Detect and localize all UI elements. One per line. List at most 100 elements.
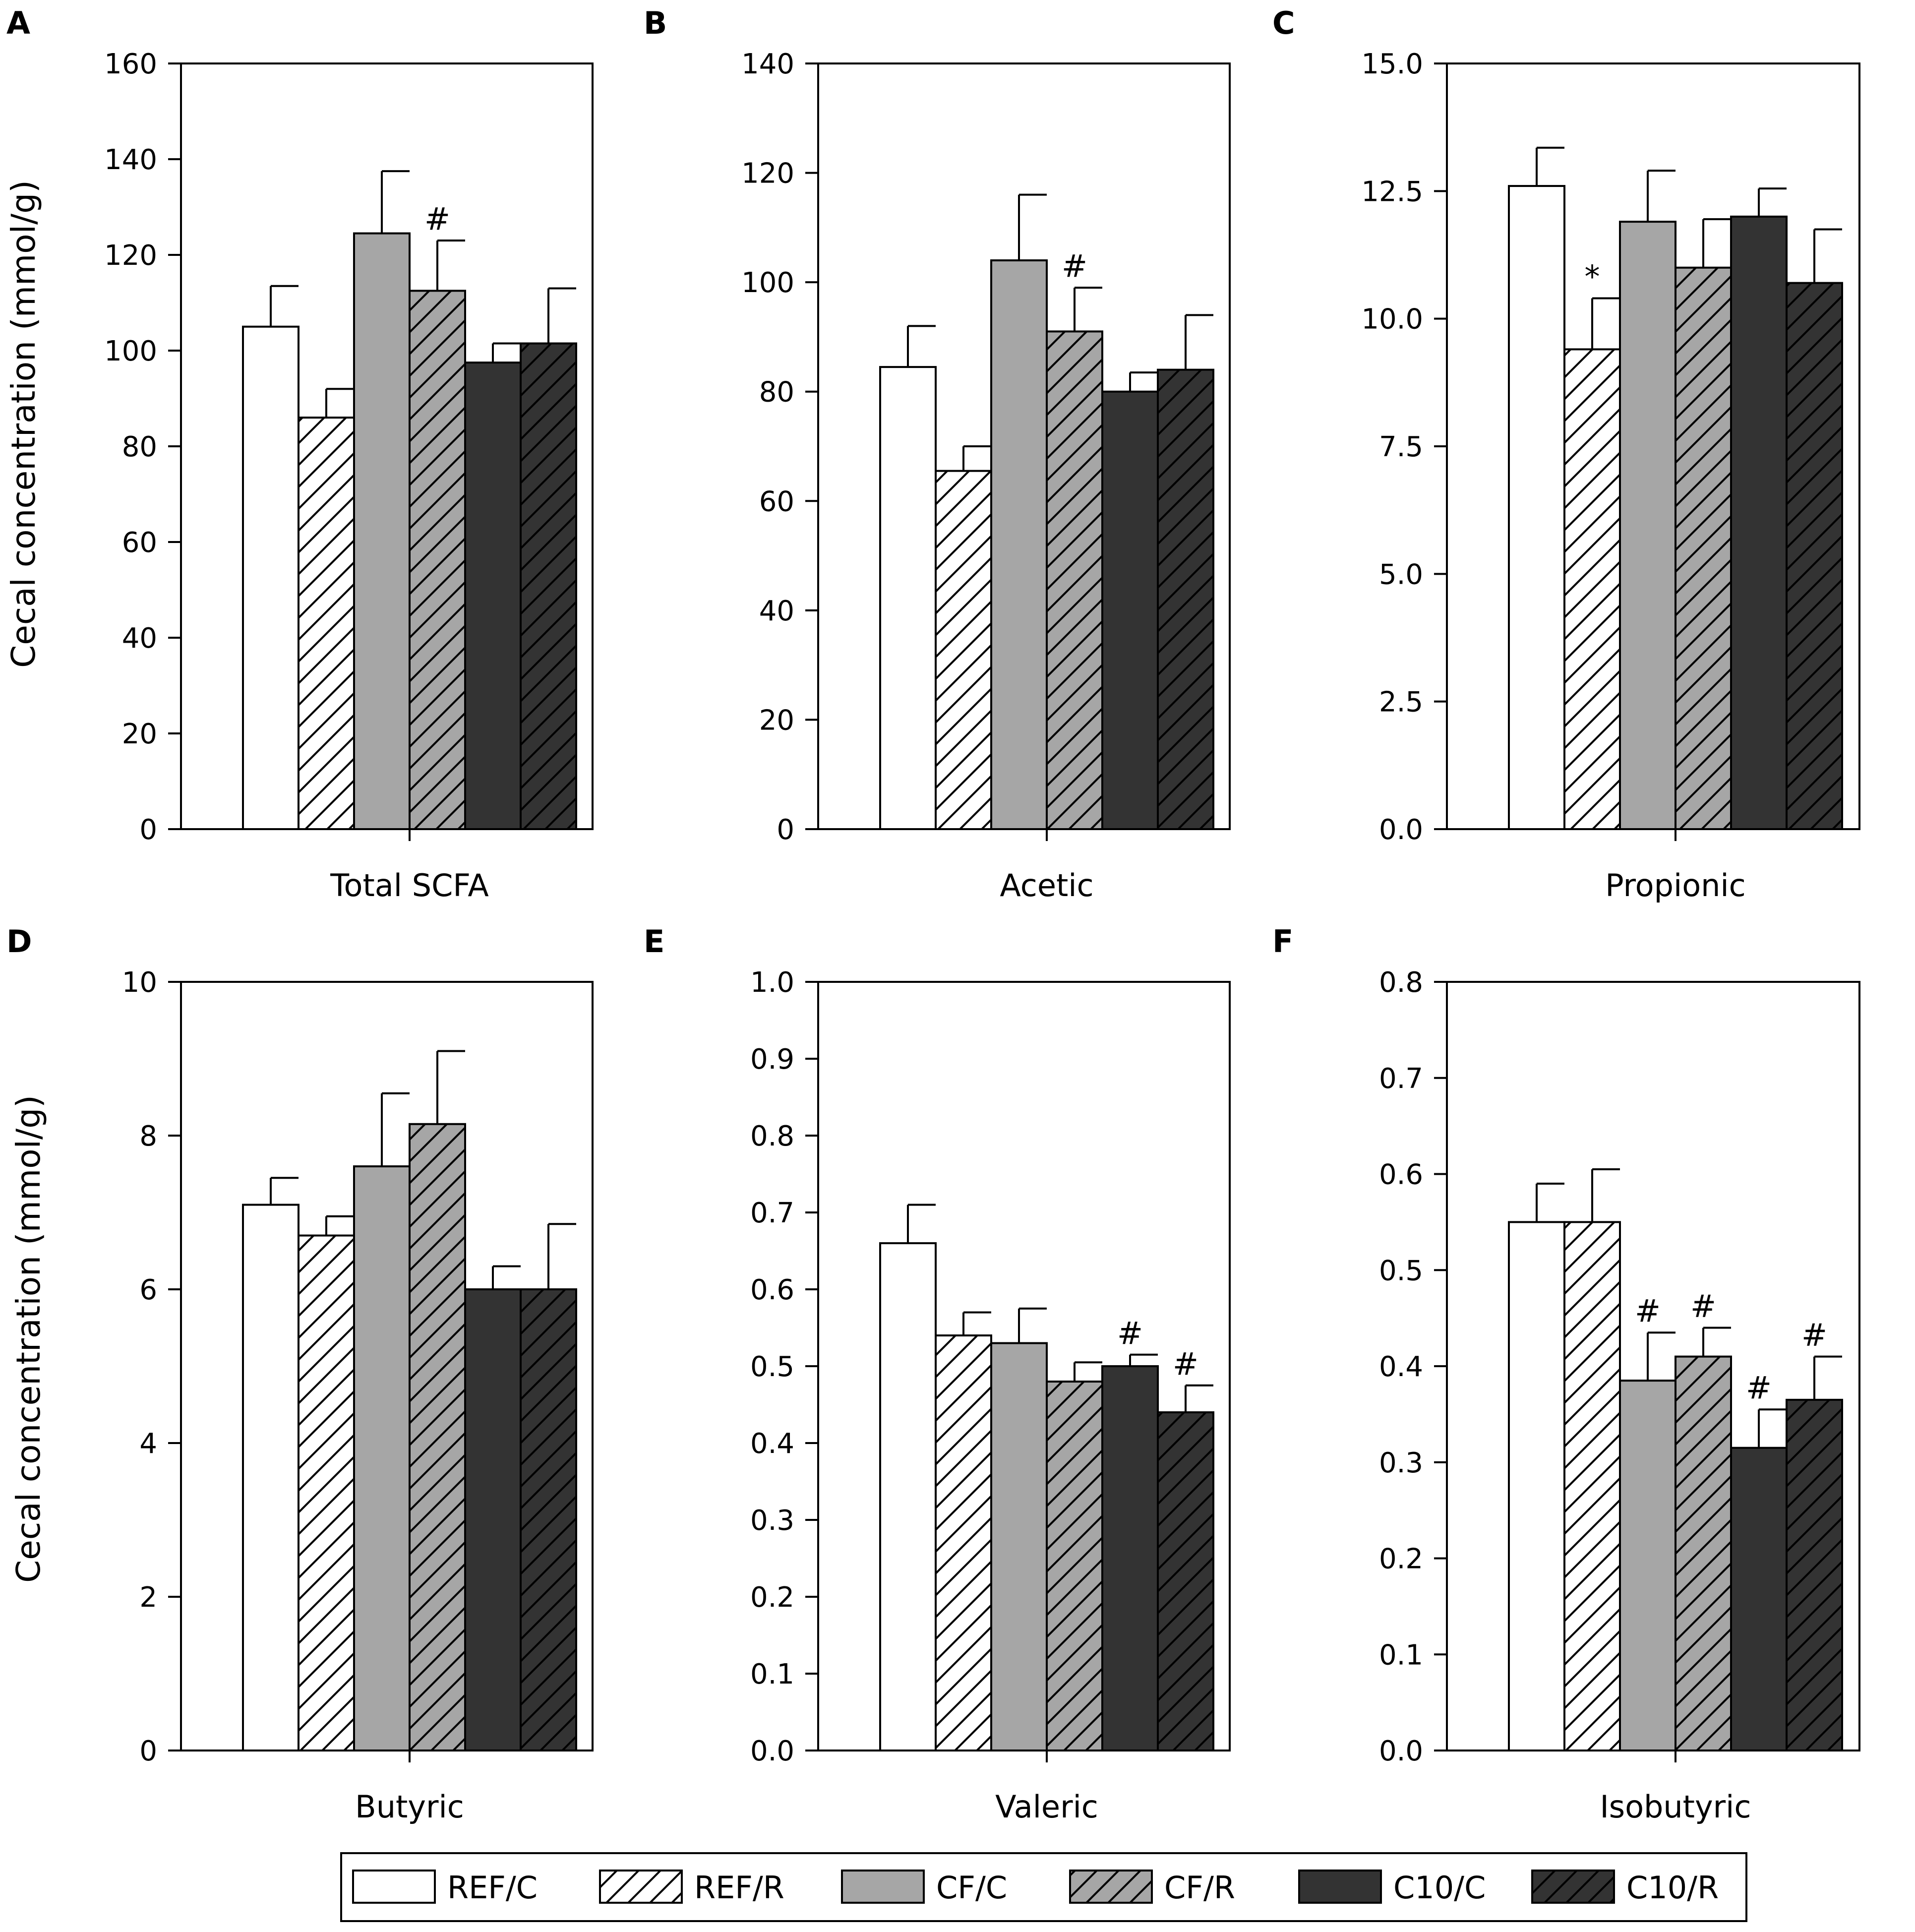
y-tick-label-B-7: 140 bbox=[741, 48, 794, 80]
bar-C-0 bbox=[1508, 185, 1565, 830]
y-tick-label-E-7: 0.7 bbox=[750, 1197, 794, 1229]
y-tick-label-A-5: 100 bbox=[104, 335, 157, 367]
panel-C: * 0.0 2.5 5.0 7.5 10.0 12.5 15.0 Propionic C bbox=[1272, 5, 1860, 904]
bar-D-4 bbox=[464, 1288, 522, 1751]
y-tick-label-A-8: 160 bbox=[104, 48, 157, 80]
bar-B-2 bbox=[990, 259, 1048, 830]
bar-A-2 bbox=[353, 232, 411, 831]
y-tick-label-D-0: 0 bbox=[139, 1735, 157, 1767]
panel-letter-C: C bbox=[1272, 5, 1295, 41]
category-label-F: Isobutyric bbox=[1600, 1789, 1751, 1825]
y-tick-label-F-1: 0.1 bbox=[1379, 1639, 1423, 1671]
panel-B: #0 20 40 60 80 100 120 140 Acetic B bbox=[644, 5, 1231, 904]
y-tick-label-A-2: 40 bbox=[122, 622, 157, 655]
panel-letter-B: B bbox=[644, 5, 667, 41]
y-tick-label-F-2: 0.2 bbox=[1379, 1543, 1423, 1575]
bar-E-3 bbox=[1046, 1381, 1103, 1751]
significance-mark-F-5: # bbox=[1801, 1317, 1827, 1353]
bar-C-2 bbox=[1619, 221, 1676, 830]
bar-A-3 bbox=[409, 290, 466, 830]
y-tick-label-C-5: 12.5 bbox=[1361, 176, 1423, 208]
bar-A-4 bbox=[464, 362, 522, 830]
y-tick-label-A-6: 120 bbox=[104, 240, 157, 272]
category-label-E: Valeric bbox=[995, 1789, 1098, 1825]
bar-D-1 bbox=[298, 1234, 355, 1751]
bar-B-4 bbox=[1101, 390, 1159, 830]
panel-A: #0 20 40 60 80 100 120 140 160 Total SCFA A bbox=[6, 5, 594, 904]
y-tick-label-F-4: 0.4 bbox=[1379, 1351, 1423, 1383]
bar-C-3 bbox=[1675, 266, 1732, 831]
y-tick-label-F-8: 0.8 bbox=[1379, 966, 1423, 999]
y-tick-label-F-6: 0.6 bbox=[1379, 1159, 1423, 1191]
y-tick-label-E-3: 0.3 bbox=[750, 1505, 794, 1537]
legend-swatch-4 bbox=[1298, 1870, 1382, 1904]
y-tick-label-E-5: 0.5 bbox=[750, 1351, 794, 1383]
bar-D-0 bbox=[242, 1204, 299, 1751]
y-tick-label-B-4: 80 bbox=[759, 376, 794, 409]
y-tick-label-B-6: 120 bbox=[741, 158, 794, 190]
y-tick-label-A-1: 20 bbox=[122, 718, 157, 750]
significance-mark-C-1: * bbox=[1585, 258, 1600, 295]
y-axis-label-top: Cecal concentration (mmol/g) bbox=[4, 180, 43, 668]
bar-F-5 bbox=[1786, 1398, 1843, 1751]
panel-F: # # # #0.0 0.1 0.2 0.3 0.4 0.5 0.6 0.7 0.8 Isobutyri… bbox=[1272, 923, 1860, 1825]
bar-D-3 bbox=[409, 1123, 466, 1751]
significance-mark-A-3: # bbox=[424, 201, 450, 237]
y-tick-label-A-3: 60 bbox=[122, 527, 157, 559]
bar-B-3 bbox=[1046, 330, 1103, 830]
y-tick-label-E-1: 0.1 bbox=[750, 1658, 794, 1690]
bar-C-5 bbox=[1786, 282, 1843, 831]
significance-mark-F-2: # bbox=[1635, 1293, 1661, 1329]
y-tick-label-E-10: 1.0 bbox=[750, 966, 794, 999]
bar-F-3 bbox=[1675, 1355, 1732, 1751]
y-tick-label-A-0: 0 bbox=[139, 814, 157, 846]
y-tick-label-A-7: 140 bbox=[104, 144, 157, 176]
y-tick-label-C-2: 5.0 bbox=[1379, 558, 1423, 591]
y-tick-label-F-5: 0.5 bbox=[1379, 1255, 1423, 1287]
category-label-C: Propionic bbox=[1605, 867, 1745, 904]
significance-mark-F-4: # bbox=[1746, 1370, 1772, 1406]
legend-label-2: CF/C bbox=[936, 1870, 1007, 1906]
legend-swatch-5 bbox=[1531, 1870, 1615, 1904]
y-tick-label-B-2: 40 bbox=[759, 595, 794, 627]
significance-mark-E-4: # bbox=[1117, 1315, 1143, 1351]
bar-A-1 bbox=[298, 417, 355, 830]
category-label-D: Butyric bbox=[355, 1789, 464, 1825]
legend-swatch-1 bbox=[599, 1870, 683, 1904]
y-tick-label-F-3: 0.3 bbox=[1379, 1447, 1423, 1479]
legend-label-5: C10/R bbox=[1626, 1870, 1719, 1906]
significance-mark-B-3: # bbox=[1062, 248, 1087, 284]
panel-letter-D: D bbox=[6, 923, 32, 960]
y-tick-label-D-5: 10 bbox=[122, 966, 157, 999]
bar-F-0 bbox=[1508, 1221, 1565, 1751]
significance-mark-F-3: # bbox=[1690, 1288, 1716, 1325]
legend-frame bbox=[340, 1852, 1747, 1922]
bar-A-5 bbox=[520, 342, 577, 830]
legend-label-0: REF/C bbox=[447, 1870, 538, 1906]
bar-E-1 bbox=[935, 1334, 992, 1751]
y-tick-label-B-5: 100 bbox=[741, 267, 794, 299]
y-tick-label-B-3: 60 bbox=[759, 485, 794, 518]
bar-E-2 bbox=[990, 1342, 1048, 1751]
bar-F-2 bbox=[1619, 1380, 1676, 1751]
y-tick-label-E-4: 0.4 bbox=[750, 1428, 794, 1460]
panel-letter-E: E bbox=[644, 923, 664, 960]
axes-frame-B bbox=[817, 62, 1231, 830]
bar-B-0 bbox=[879, 366, 937, 830]
y-tick-label-B-1: 20 bbox=[759, 704, 794, 736]
bar-C-1 bbox=[1563, 348, 1621, 830]
panel-D: 0 2 4 6 8 10 Butyric D bbox=[6, 923, 594, 1825]
bar-D-2 bbox=[353, 1165, 411, 1751]
y-tick-label-B-0: 0 bbox=[777, 814, 794, 846]
y-tick-label-C-0: 0.0 bbox=[1379, 814, 1423, 846]
bar-A-0 bbox=[242, 325, 299, 830]
bar-B-5 bbox=[1157, 368, 1214, 830]
legend-label-1: REF/R bbox=[694, 1870, 784, 1906]
significance-mark-E-5: # bbox=[1173, 1346, 1198, 1382]
y-tick-label-C-6: 15.0 bbox=[1361, 48, 1423, 80]
y-tick-label-F-7: 0.7 bbox=[1379, 1063, 1423, 1095]
y-tick-label-A-4: 80 bbox=[122, 431, 157, 463]
bar-E-4 bbox=[1101, 1365, 1159, 1751]
